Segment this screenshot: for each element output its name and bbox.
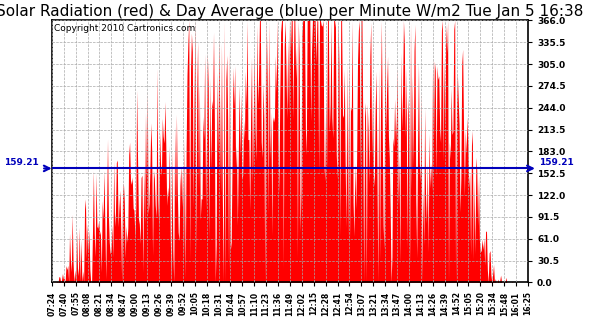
Text: 159.21: 159.21 (539, 158, 574, 167)
Title: Solar Radiation (red) & Day Average (blue) per Minute W/m2 Tue Jan 5 16:38: Solar Radiation (red) & Day Average (blu… (0, 4, 584, 19)
Text: Copyright 2010 Cartronics.com: Copyright 2010 Cartronics.com (54, 24, 196, 33)
Text: 159.21: 159.21 (4, 158, 38, 167)
